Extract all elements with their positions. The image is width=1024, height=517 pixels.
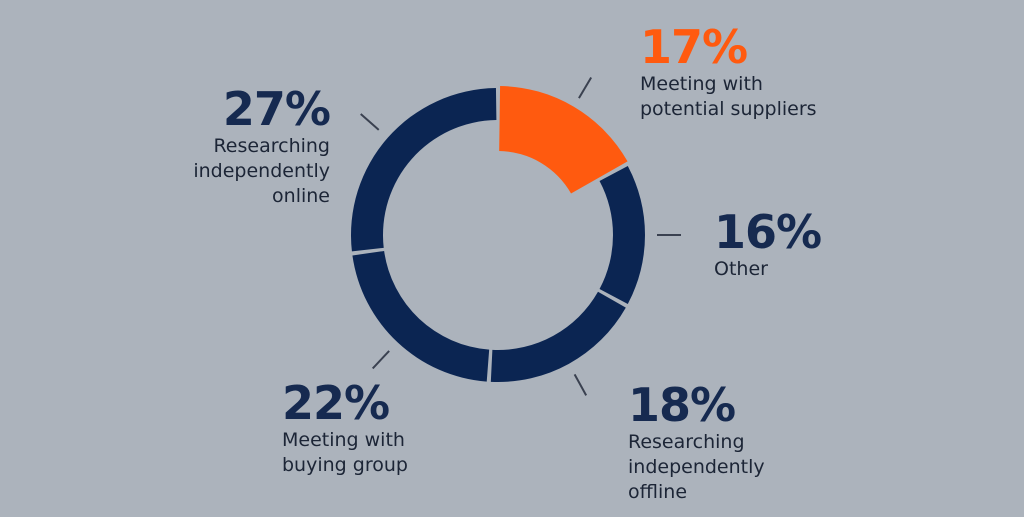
donut-slice-meeting-suppliers xyxy=(499,86,628,194)
donut-slice-researching-offline xyxy=(490,291,626,382)
donut-slices xyxy=(351,86,645,382)
slice-percent-buying-group: 22% xyxy=(282,376,390,430)
leader-line-buying-group xyxy=(371,350,390,370)
leader-lines xyxy=(360,76,681,396)
slice-label-researching-online: 27% Researching independently online xyxy=(130,82,331,209)
leader-line-researching-online xyxy=(360,113,380,131)
slice-label-meeting-suppliers: 17% Meeting with potential suppliers xyxy=(640,22,817,122)
donut-slice-other xyxy=(599,165,645,305)
donut-slice-buying-group xyxy=(352,251,490,382)
slice-percent-researching-offline: 18% xyxy=(628,378,736,432)
slice-percent-other: 16% xyxy=(714,205,822,259)
slice-percent-meeting-suppliers: 17% xyxy=(640,20,748,74)
slice-label-researching-offline: 18% Researching independently offline xyxy=(628,380,765,505)
slice-category-researching-offline: Researching independently offline xyxy=(628,431,765,503)
slice-percent-researching-online: 27% xyxy=(222,82,331,136)
slice-category-other: Other xyxy=(714,258,768,280)
leader-line-meeting-suppliers xyxy=(578,76,593,99)
slice-category-meeting-suppliers: Meeting with potential suppliers xyxy=(640,73,817,120)
leader-line-researching-offline xyxy=(573,373,588,396)
slice-category-researching-online: Researching independently online xyxy=(193,135,330,207)
slice-label-buying-group: 22% Meeting with buying group xyxy=(282,378,408,478)
slice-category-buying-group: Meeting with buying group xyxy=(282,429,408,476)
donut-slice-researching-online xyxy=(351,88,497,252)
slice-label-other: 16% Other xyxy=(714,205,822,282)
